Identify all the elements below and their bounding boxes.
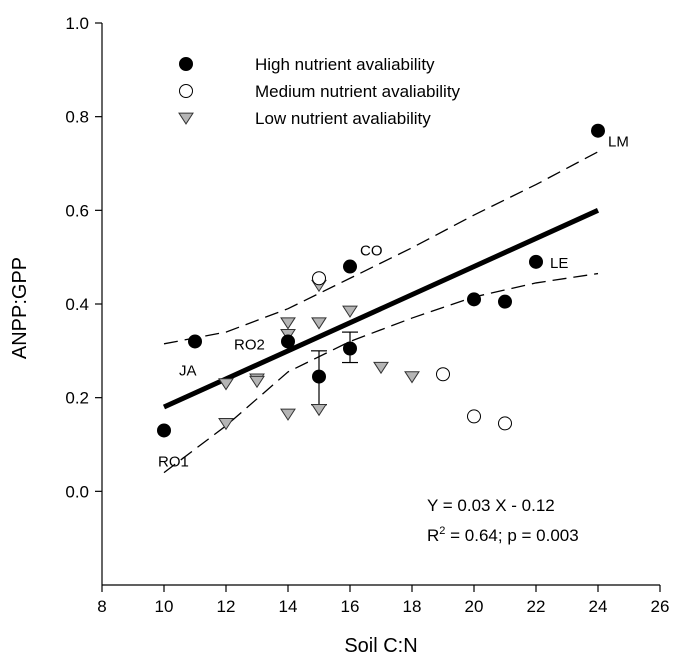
data-point [312,271,326,286]
y-tick-label: 0.6 [65,201,89,220]
data-point [529,254,543,269]
data-point [249,375,265,389]
x-tick-label: 24 [589,597,608,616]
x-tick-label: 22 [527,597,546,616]
r-squared-line: R2 = 0.64; p = 0.003 [427,525,579,545]
series-open-circle [312,271,512,431]
confidence-band-upper [163,151,599,345]
data-point [343,341,357,356]
legend-label: Low nutrient avaliability [255,109,431,128]
y-tick-label: 0.0 [65,482,89,501]
point-label: LM [608,134,629,151]
data-point [591,123,605,138]
point-label: JA [179,362,197,379]
data-point [311,317,327,330]
x-tick-label: 20 [465,597,484,616]
data-point [218,378,234,391]
data-point [311,403,327,417]
data-point [498,416,512,431]
data-point [218,418,234,431]
r-squared-prefix: R [427,526,439,545]
axes: 8 10 12 14 16 18 20 22 24 26 0.0 0.2 0.4 0.6 0.8 1.0 S… [9,14,669,657]
series-filled-circle [157,123,605,438]
data-point [343,259,357,274]
regression-line [162,208,600,410]
x-tick-label: 8 [97,597,106,616]
data-point [342,305,358,318]
data-point [188,334,202,349]
legend-entry: Medium nutrient avaliability [179,82,461,101]
x-ticks: 8 10 12 14 16 18 20 22 24 26 [97,585,669,616]
regression-equation: Y = 0.03 X - 0.12 R2 = 0.64; p = 0.003 [427,496,579,545]
data-point [157,423,171,438]
x-tick-label: 12 [217,597,236,616]
point-label: RO2 [234,336,265,353]
x-tick-label: 10 [155,597,174,616]
confidence-band-lower [163,272,599,474]
point-label: CO [360,243,383,260]
y-tick-label: 1.0 [65,14,89,33]
legend-entry: Low nutrient avaliability [178,109,431,128]
data-point [312,369,326,384]
legend-marker [178,112,194,125]
y-axis-title: ANPP:GPP [9,257,31,359]
equation-line: Y = 0.03 X - 0.12 [427,496,555,515]
legend-label: High nutrient avaliability [255,55,435,74]
point-label: LE [550,255,568,272]
data-point [404,371,420,384]
data-point [280,317,296,330]
data-point [467,292,481,307]
legend-label: Medium nutrient avaliability [255,82,461,101]
x-tick-label: 18 [403,597,422,616]
plot-content: LM CO LE JA RO2 RO1 [157,123,629,474]
x-tick-label: 26 [651,597,670,616]
data-point [436,367,450,382]
x-tick-label: 16 [341,597,360,616]
point-label: RO1 [158,453,189,470]
x-axis-title: Soil C:N [344,635,417,657]
legend: High nutrient avaliability Medium nutrien… [178,55,461,128]
y-tick-label: 0.8 [65,108,89,127]
data-point [467,409,481,424]
data-point [373,361,389,375]
data-point [280,408,296,421]
data-point [498,294,512,309]
y-tick-label: 0.2 [65,389,89,408]
legend-marker [179,84,193,98]
legend-entry: High nutrient avaliability [179,55,435,74]
y-tick-label: 0.4 [65,295,89,314]
legend-marker [179,57,193,71]
r-squared-superscript: 2 [439,525,445,537]
y-ticks: 0.0 0.2 0.4 0.6 0.8 1.0 [65,14,102,501]
data-point [281,334,295,349]
r-squared-value: = 0.64; p = 0.003 [445,526,578,545]
x-tick-label: 14 [279,597,298,616]
